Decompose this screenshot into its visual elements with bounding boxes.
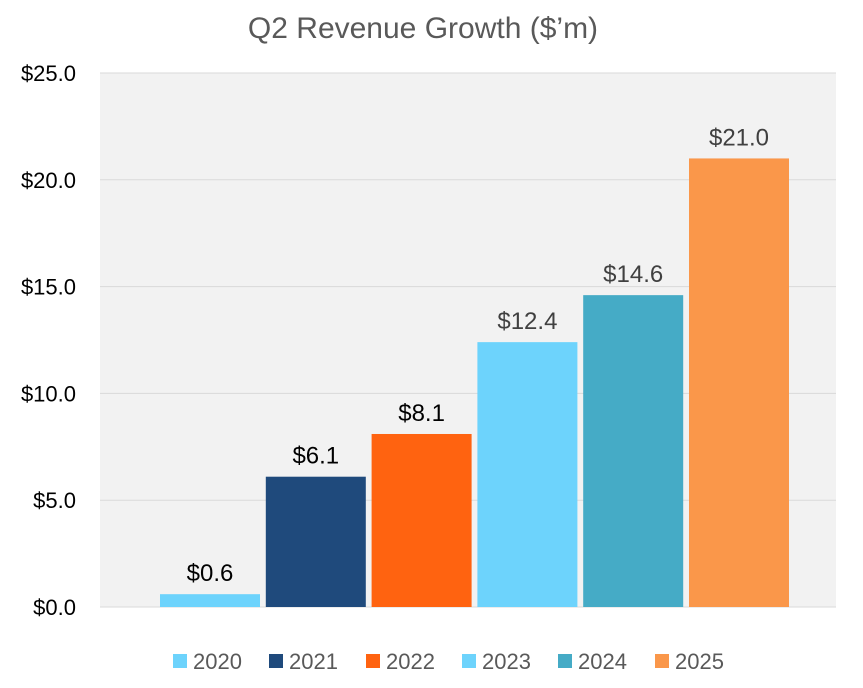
bar-2024	[583, 295, 684, 607]
y-tick-label: $0.0	[33, 595, 76, 620]
y-tick-label: $25.0	[21, 61, 76, 86]
legend-label-2024: 2024	[578, 649, 627, 674]
legend-label-2022: 2022	[386, 649, 435, 674]
y-tick-label: $5.0	[33, 488, 76, 513]
legend-label-2023: 2023	[482, 649, 531, 674]
legend-label-2025: 2025	[675, 649, 724, 674]
data-label-2024: $14.6	[603, 261, 663, 288]
bar-2023	[477, 342, 578, 607]
legend-swatch-2022	[366, 654, 380, 668]
legend-swatch-2020	[173, 654, 187, 668]
bars	[160, 158, 789, 607]
y-tick-label: $15.0	[21, 275, 76, 300]
data-label-2023: $12.4	[497, 308, 557, 335]
legend-swatch-2024	[558, 654, 572, 668]
y-tick-label: $10.0	[21, 381, 76, 406]
data-labels: $0.6 $6.1 $8.1 $12.4 $14.6 $21.0	[187, 124, 769, 587]
bar-2025	[689, 158, 789, 607]
legend-label-2021: 2021	[289, 649, 338, 674]
legend-swatch-2023	[462, 654, 476, 668]
data-label-2020: $0.6	[187, 560, 234, 587]
bar-2022	[371, 433, 472, 607]
bar-2020	[160, 594, 260, 607]
legend-swatch-2021	[269, 654, 283, 668]
legend-label-2020: 2020	[193, 649, 242, 674]
y-tick-label: $20.0	[21, 168, 76, 193]
data-label-2025: $21.0	[709, 124, 769, 151]
y-axis-tick-labels: $0.0 $5.0 $10.0 $15.0 $20.0 $25.0	[21, 61, 76, 620]
data-label-2021: $6.1	[292, 443, 339, 470]
data-label-2022: $8.1	[398, 400, 445, 427]
bar-2021	[265, 476, 366, 607]
legend-swatch-2025	[655, 654, 669, 668]
chart-title: Q2 Revenue Growth ($’m)	[248, 12, 598, 45]
legend: 2020 2021 2022 2023 2024 2025	[173, 649, 724, 674]
